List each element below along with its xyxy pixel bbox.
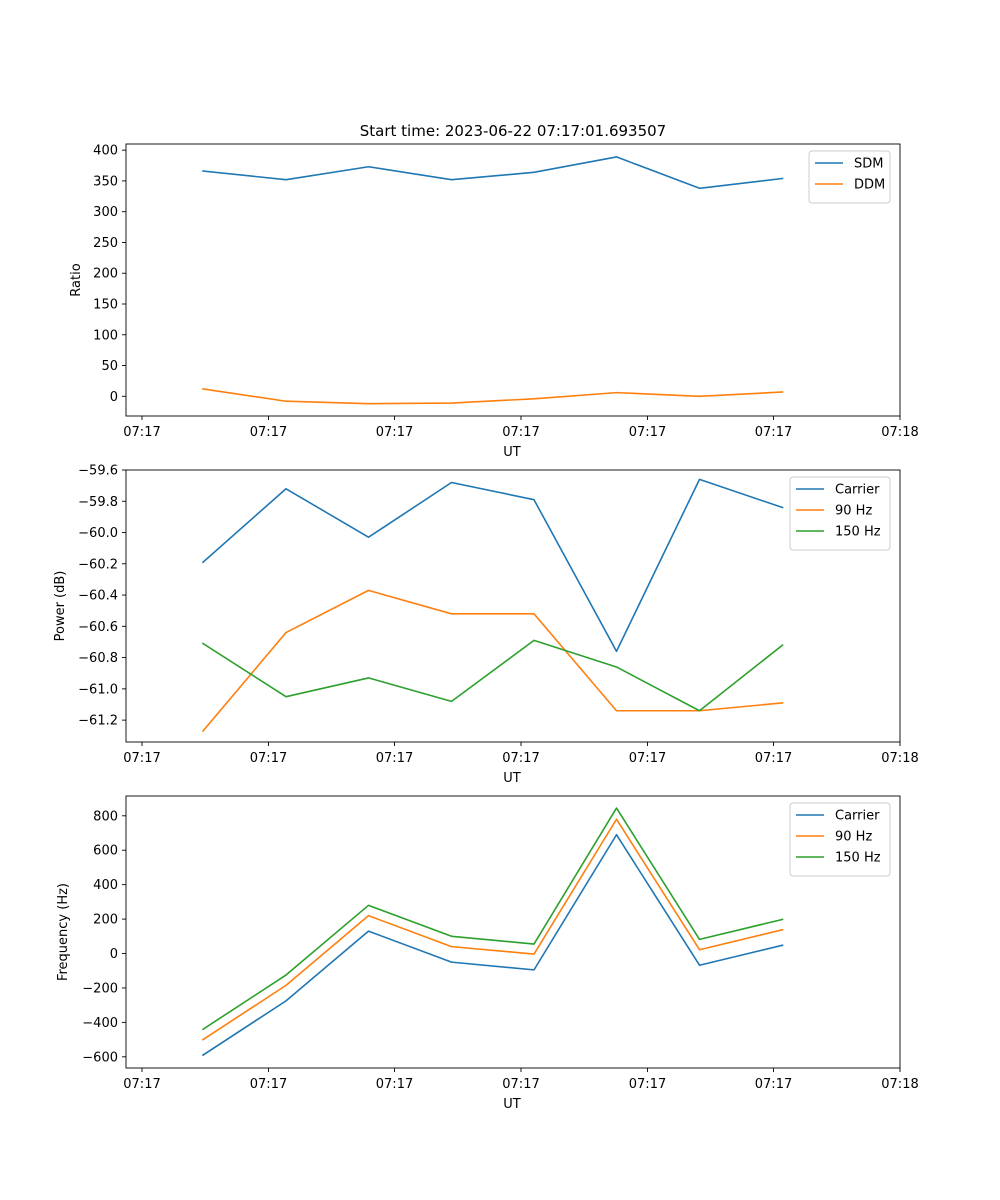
series-line-sdm: [202, 156, 784, 190]
series-line-carrier: [201, 833, 784, 1057]
y-tick-label: −60.8: [78, 651, 118, 666]
y-tick-label: 250: [93, 236, 118, 251]
legend-box: [808, 150, 891, 204]
y-tick-label: −60.0: [78, 526, 118, 541]
y-tick-label: 400: [93, 144, 118, 159]
series-line-90-hz: [201, 818, 784, 1041]
y-tick-label: 400: [93, 878, 118, 893]
series-line-carrier: [201, 478, 784, 653]
y-tick-label: 0: [110, 947, 118, 962]
series-line-ddm: [202, 388, 784, 405]
x-tick-label: 07:17: [123, 1077, 160, 1092]
y-tick-label: −60.6: [78, 620, 118, 635]
series-line-90-hz: [201, 589, 784, 733]
y-tick-label: 600: [93, 844, 118, 859]
axes-frame: [125, 795, 901, 1069]
legend-entry: DDM: [854, 178, 885, 193]
x-tick-label: 07:17: [250, 425, 287, 440]
figure-title: Start time: 2023-06-22 07:17:01.693507: [360, 122, 666, 140]
legend-entry: 150 Hz: [835, 851, 881, 866]
x-tick-label: 07:17: [629, 751, 666, 766]
subplot-1: 07:17 07:17 07:17 07:17 07:17 07:17 07:18 0 50 10…: [69, 143, 919, 460]
series-line-150-hz: [201, 639, 784, 712]
series-line-150-hz: [201, 807, 784, 1031]
y-tick-label: 100: [93, 328, 118, 343]
y-tick-label: −60.4: [78, 589, 118, 604]
x-axis-label: UT: [503, 445, 521, 460]
x-tick-label: 07:18: [881, 425, 918, 440]
y-tick-label: 50: [101, 359, 118, 374]
y-tick-label: 200: [93, 267, 118, 282]
y-axis-label: Ratio: [69, 263, 84, 296]
x-tick-label: 07:17: [629, 1077, 666, 1092]
y-tick-label: −59.6: [78, 464, 118, 479]
x-axis-label: UT: [503, 1097, 521, 1112]
x-tick-label: 07:17: [250, 751, 287, 766]
y-tick-label: 350: [93, 174, 118, 189]
y-axis-label: Power (dB): [53, 571, 68, 642]
y-tick-label: 800: [93, 809, 118, 824]
subplot-3: 07:17 07:17 07:17 07:17 07:17 07:17 07:18 −600 −…: [56, 795, 919, 1112]
legend: Carrier 90 Hz 150 Hz: [789, 802, 891, 877]
x-tick-label: 07:17: [250, 1077, 287, 1092]
y-tick-label: −59.8: [78, 495, 118, 510]
x-tick-label: 07:17: [123, 751, 160, 766]
y-tick-label: −200: [82, 981, 118, 996]
y-tick-label: −400: [82, 1016, 118, 1031]
y-tick-label: 0: [110, 390, 118, 405]
x-axis-label: UT: [503, 771, 521, 786]
legend-entry: 150 Hz: [835, 525, 881, 540]
legend-entry: 90 Hz: [835, 830, 872, 845]
x-tick-label: 07:17: [755, 751, 792, 766]
y-tick-label: −600: [82, 1050, 118, 1065]
legend-entry: SDM: [854, 157, 883, 172]
x-tick-label: 07:17: [755, 1077, 792, 1092]
x-tick-label: 07:17: [502, 751, 539, 766]
x-tick-label: 07:18: [881, 751, 918, 766]
x-tick-label: 07:17: [629, 425, 666, 440]
y-tick-label: −61.2: [78, 714, 118, 729]
subplot-2: 07:17 07:17 07:17 07:17 07:17 07:17 07:18 −61.2…: [53, 464, 919, 787]
legend-entry: 90 Hz: [835, 504, 872, 519]
x-tick-label: 07:18: [881, 1077, 918, 1092]
y-tick-label: 200: [93, 913, 118, 928]
x-tick-label: 07:17: [502, 425, 539, 440]
y-tick-label: −61.0: [78, 682, 118, 697]
x-tick-label: 07:17: [755, 425, 792, 440]
legend-entry: Carrier: [835, 483, 880, 498]
legend: SDM DDM: [808, 150, 891, 204]
x-tick-label: 07:17: [123, 425, 160, 440]
panels: 07:17 07:17 07:17 07:17 07:17 07:17 07:18 0 50 10…: [53, 143, 919, 1112]
y-tick-label: 300: [93, 205, 118, 220]
y-axis-label: Frequency (Hz): [56, 883, 71, 981]
y-tick-label: 150: [93, 298, 118, 313]
legend: Carrier 90 Hz 150 Hz: [789, 476, 891, 551]
x-tick-label: 07:17: [376, 425, 413, 440]
y-tick-label: −60.2: [78, 557, 118, 572]
x-tick-label: 07:17: [502, 1077, 539, 1092]
axes-frame: [125, 469, 901, 743]
axes-frame: [125, 143, 901, 417]
x-tick-label: 07:17: [376, 1077, 413, 1092]
legend-entry: Carrier: [835, 809, 880, 824]
x-tick-label: 07:17: [376, 751, 413, 766]
